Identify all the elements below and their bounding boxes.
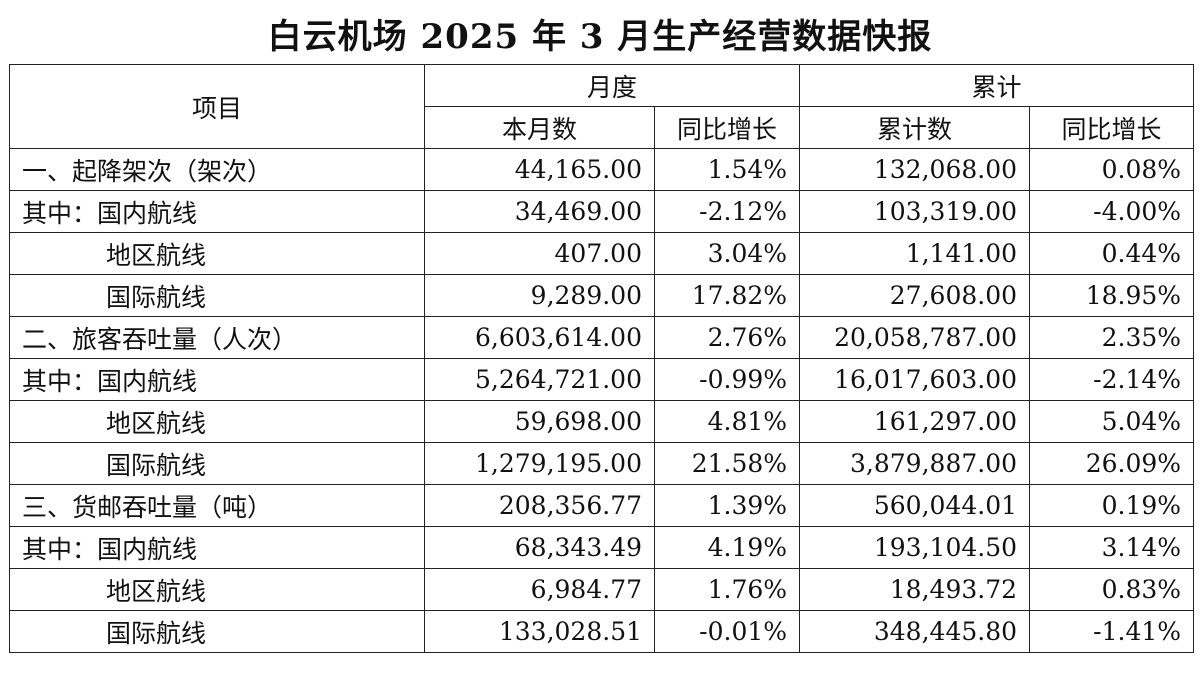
month-yoy-value: 4.19% [653,526,801,569]
row-label: 地区航线 [9,232,425,275]
table-row: 国际航线 9,289.00 17.82% 27,608.00 18.95% [9,274,1195,317]
month-value: 59,698.00 [424,400,655,443]
cumulative-value: 103,319.00 [799,190,1031,233]
table-row: 二、旅客吞吐量（人次） 6,603,614.00 2.76% 20,058,787.0… [9,316,1195,359]
month-yoy-value: 21.58% [653,442,801,485]
header-item: 项目 [9,64,425,149]
month-yoy-value: -0.01% [653,610,801,653]
cumulative-yoy-value: 3.14% [1029,526,1195,569]
cumulative-value: 132,068.00 [799,148,1031,191]
cumulative-value: 16,017,603.00 [799,358,1031,401]
table-row: 一、起降架次（架次） 44,165.00 1.54% 132,068.00 0.08% [9,148,1195,191]
month-value: 1,279,195.00 [424,442,655,485]
month-value: 407.00 [424,232,655,275]
row-label: 地区航线 [9,568,425,611]
month-value: 6,984.77 [424,568,655,611]
row-label: 其中：国内航线 [9,526,425,569]
cumulative-yoy-value: 26.09% [1029,442,1195,485]
month-value: 208,356.77 [424,484,655,527]
cumulative-value: 1,141.00 [799,232,1031,275]
header-row-1: 项目 月度 累计 [9,64,1195,149]
month-value: 34,469.00 [424,190,655,233]
month-yoy-value: -2.12% [653,190,801,233]
cumulative-value: 193,104.50 [799,526,1031,569]
header-month-yoy: 同比增长 [653,106,801,149]
cumulative-yoy-value: 0.19% [1029,484,1195,527]
cumulative-value: 20,058,787.00 [799,316,1031,359]
cumulative-yoy-value: -2.14% [1029,358,1195,401]
cumulative-yoy-value: 2.35% [1029,316,1195,359]
cumulative-yoy-value: 0.08% [1029,148,1195,191]
month-value: 68,343.49 [424,526,655,569]
cumulative-value: 560,044.01 [799,484,1031,527]
month-yoy-value: 17.82% [653,274,801,317]
row-label: 国际航线 [9,610,425,653]
report-title: 白云机场 2025 年 3 月生产经营数据快报 [267,17,933,57]
month-yoy-value: 3.04% [653,232,801,275]
cumulative-yoy-value: -1.41% [1029,610,1195,653]
month-yoy-value: 2.76% [653,316,801,359]
cumulative-value: 161,297.00 [799,400,1031,443]
table-row: 三、货邮吞吐量（吨） 208,356.77 1.39% 560,044.01 0.19% [9,484,1195,527]
row-label: 二、旅客吞吐量（人次） [9,316,425,359]
month-yoy-value: -0.99% [653,358,801,401]
table-row: 地区航线 6,984.77 1.76% 18,493.72 0.83% [9,568,1195,611]
table-row: 地区航线 59,698.00 4.81% 161,297.00 5.04% [9,400,1195,443]
cumulative-value: 348,445.80 [799,610,1031,653]
table-row: 地区航线 407.00 3.04% 1,141.00 0.44% [9,232,1195,275]
production-report-table: 项目 月度 累计 本月数 同比增长 累计数 同比增长 一、起降架次（架次） 44,… [9,64,1195,653]
month-value: 133,028.51 [424,610,655,653]
header-cum-count: 累计数 [799,106,1031,149]
cumulative-yoy-value: -4.00% [1029,190,1195,233]
month-value: 5,264,721.00 [424,358,655,401]
cumulative-value: 18,493.72 [799,568,1031,611]
header-month-count: 本月数 [424,106,655,149]
row-label: 其中：国内航线 [9,190,425,233]
header-cumulative: 累计 [799,64,1195,107]
cumulative-yoy-value: 18.95% [1029,274,1195,317]
table-row: 国际航线 1,279,195.00 21.58% 3,879,887.00 26.09% [9,442,1195,485]
month-yoy-value: 1.76% [653,568,801,611]
report-body: 一、起降架次（架次） 44,165.00 1.54% 132,068.00 0.08% 其… [9,148,1195,653]
table-row: 其中：国内航线 34,469.00 -2.12% 103,319.00 -4.00% [9,190,1195,233]
row-label: 国际航线 [9,442,425,485]
table-row: 国际航线 133,028.51 -0.01% 348,445.80 -1.41% [9,610,1195,653]
month-yoy-value: 1.54% [653,148,801,191]
row-label: 其中：国内航线 [9,358,425,401]
cumulative-yoy-value: 0.44% [1029,232,1195,275]
cumulative-yoy-value: 0.83% [1029,568,1195,611]
cumulative-yoy-value: 5.04% [1029,400,1195,443]
row-label: 三、货邮吞吐量（吨） [9,484,425,527]
row-label: 国际航线 [9,274,425,317]
month-yoy-value: 4.81% [653,400,801,443]
table-row: 其中：国内航线 5,264,721.00 -0.99% 16,017,603.00 -2… [9,358,1195,401]
month-value: 6,603,614.00 [424,316,655,359]
month-value: 9,289.00 [424,274,655,317]
header-monthly: 月度 [423,64,801,107]
row-label: 地区航线 [9,400,425,443]
month-value: 44,165.00 [424,148,655,191]
month-yoy-value: 1.39% [653,484,801,527]
cumulative-value: 27,608.00 [799,274,1031,317]
row-label: 一、起降架次（架次） [9,148,425,191]
header-cum-yoy: 同比增长 [1029,106,1195,149]
cumulative-value: 3,879,887.00 [799,442,1031,485]
table-row: 其中：国内航线 68,343.49 4.19% 193,104.50 3.14% [9,526,1195,569]
